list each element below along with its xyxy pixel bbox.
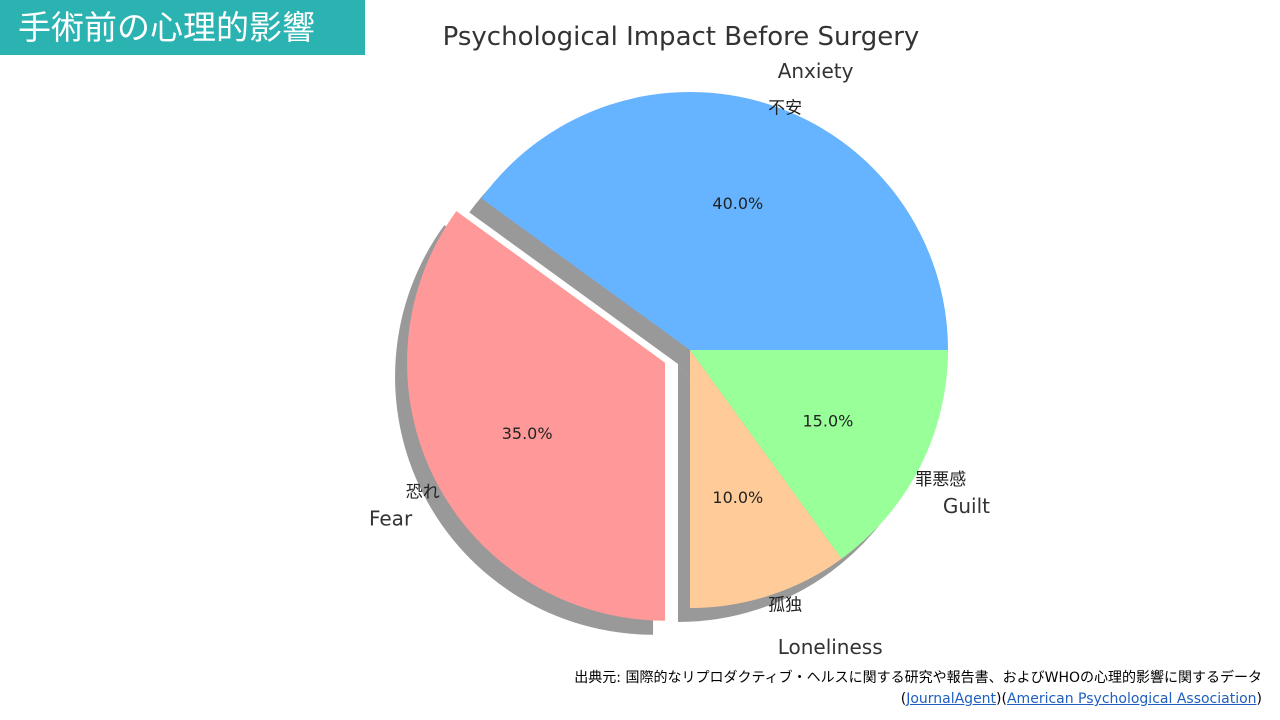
category-sublabel-anxiety: 不安 [768, 99, 802, 119]
pct-label-fear: 35.0% [502, 424, 553, 443]
category-label-fear: Fear [369, 507, 413, 531]
source-paren-mid: )( [996, 691, 1007, 707]
category-sublabel-guilt: 罪悪感 [915, 470, 966, 490]
source-paren-open: ( [900, 691, 907, 707]
category-sublabel-fear: 恐れ [406, 482, 440, 502]
source-text: 出典元: 国際的なリプロダクティブ・ヘルスに関する研究や報告書、およびWHOの心… [574, 670, 1262, 686]
category-label-loneliness: Loneliness [778, 635, 883, 659]
source-paren-close: ) [1256, 691, 1262, 707]
source-links: (JournalAgent)(American Psychological As… [574, 689, 1262, 710]
category-label-guilt: Guilt [943, 494, 990, 518]
slice-anxiety [481, 91, 948, 350]
category-sublabel-loneliness: 孤独 [768, 595, 802, 615]
pct-label-guilt: 15.0% [803, 411, 854, 430]
slice-guilt [690, 350, 948, 559]
slice-fear [407, 211, 666, 621]
slice-loneliness [690, 350, 842, 608]
pie-chart: Psychological Impact Before Surgery 40.0%… [369, 22, 990, 659]
source-note: 出典元: 国際的なリプロダクティブ・ヘルスに関する研究や報告書、およびWHOの心… [574, 668, 1262, 710]
pct-label-anxiety: 40.0% [712, 194, 763, 213]
source-link-apa[interactable]: American Psychological Association [1006, 691, 1257, 707]
pct-label-loneliness: 10.0% [712, 488, 763, 507]
source-link-journalagent[interactable]: JournalAgent [906, 691, 997, 707]
slide-heading: 手術前の心理的影響 [0, 0, 365, 55]
chart-title: Psychological Impact Before Surgery [443, 22, 920, 52]
category-label-anxiety: Anxiety [778, 59, 854, 83]
